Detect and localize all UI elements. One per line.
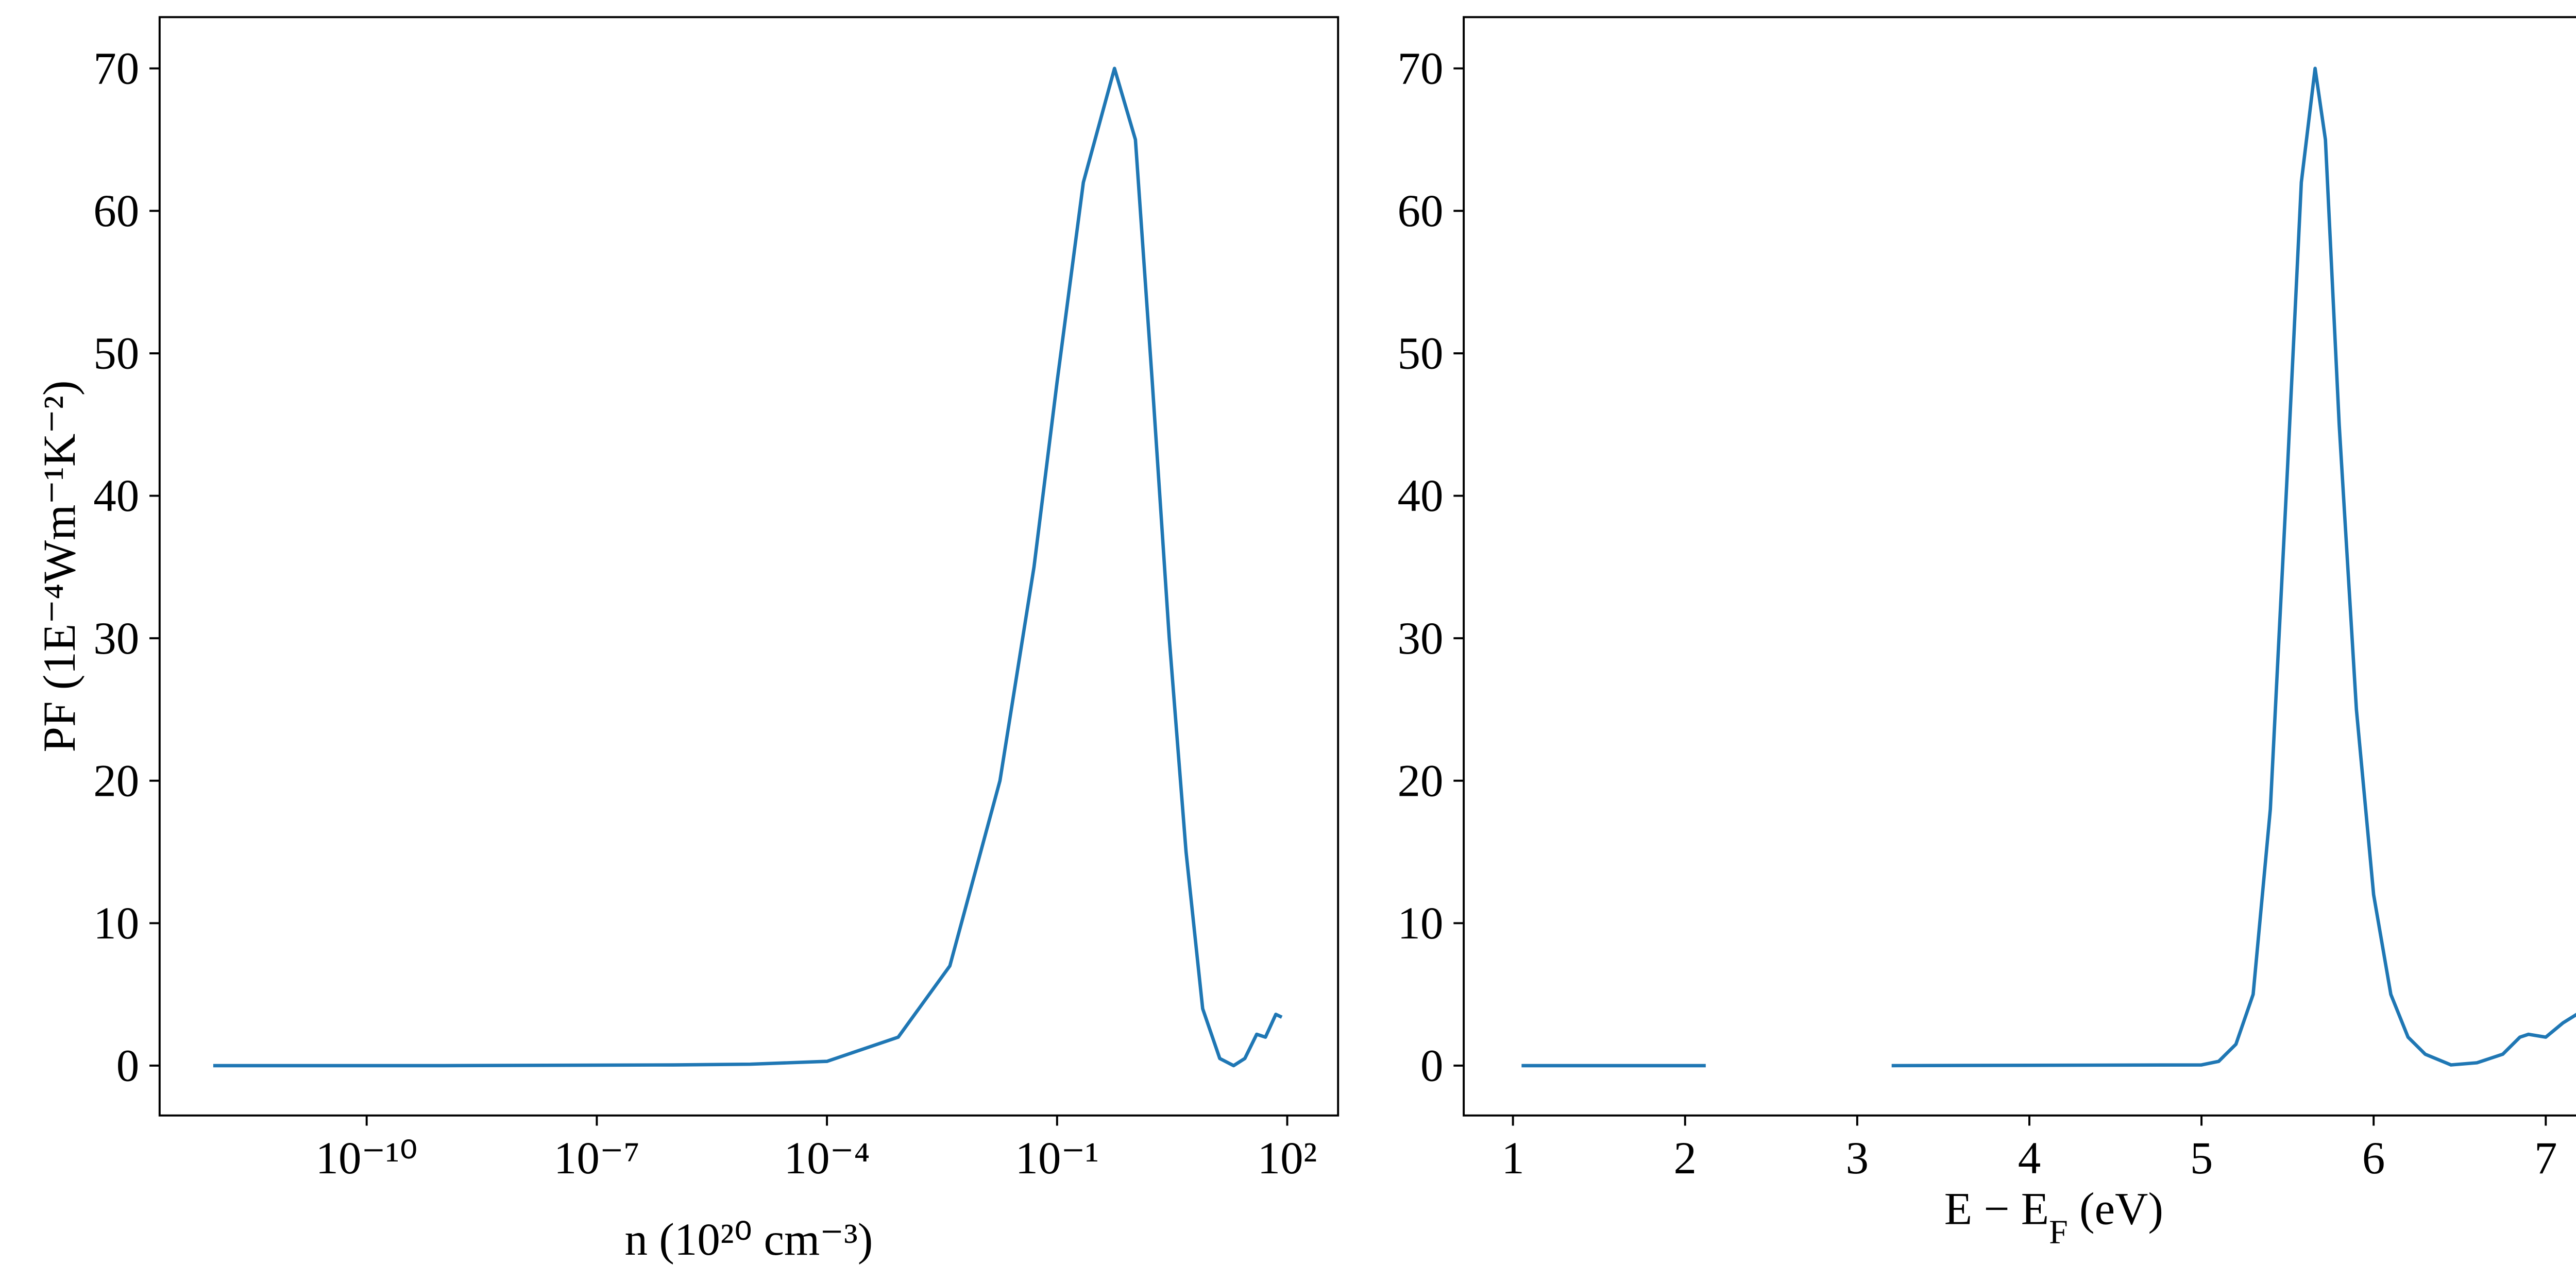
x-tick-label: 6 (2362, 1133, 2385, 1184)
y-tick-label: 60 (1398, 186, 1444, 236)
y-tick-label: 50 (1398, 329, 1444, 379)
x-tick-label: 3 (1846, 1133, 1869, 1184)
x-tick-label: 10⁻¹⁰ (316, 1133, 418, 1184)
x-tick-label: 10² (1258, 1133, 1317, 1184)
x-axis-label: E − EF (eV) (1944, 1184, 2163, 1251)
plot-frame (1463, 16, 2576, 1117)
y-tick-label: 30 (93, 613, 139, 664)
y-tick-label: 40 (93, 471, 139, 521)
x-tick-label: 7 (2534, 1133, 2557, 1184)
y-tick-label: 40 (1398, 471, 1444, 521)
x-tick-label: 1 (1501, 1133, 1524, 1184)
y-tick-label: 10 (93, 898, 139, 949)
x-axis-label: n (10²⁰ cm⁻³) (625, 1215, 873, 1265)
y-tick-label: 0 (116, 1041, 139, 1091)
x-tick-label: 10⁻⁷ (554, 1133, 640, 1184)
y-tick-label: 20 (1398, 756, 1444, 806)
x-tick-label: 4 (2018, 1133, 2041, 1184)
y-tick-label: 20 (93, 756, 139, 806)
y-tick-label: 70 (93, 43, 139, 94)
y-axis-label: PF (1E⁻⁴Wm⁻¹K⁻²) (35, 380, 85, 752)
y-tick-label: 70 (1398, 43, 1444, 94)
y-tick-label: 0 (1420, 1041, 1443, 1091)
x-tick-label: 10⁻¹ (1015, 1133, 1099, 1184)
x-tick-label: 10⁻⁴ (784, 1133, 870, 1184)
y-tick-label: 10 (1398, 898, 1444, 949)
x-tick-label: 2 (1674, 1133, 1697, 1184)
y-tick-label: 60 (93, 186, 139, 236)
x-tick-label: 5 (2190, 1133, 2213, 1184)
plot-frame (158, 16, 1340, 1117)
data-line (213, 66, 1283, 1068)
y-tick-label: 30 (1398, 613, 1444, 664)
data-line (1521, 66, 2576, 1068)
y-tick-label: 50 (93, 329, 139, 379)
